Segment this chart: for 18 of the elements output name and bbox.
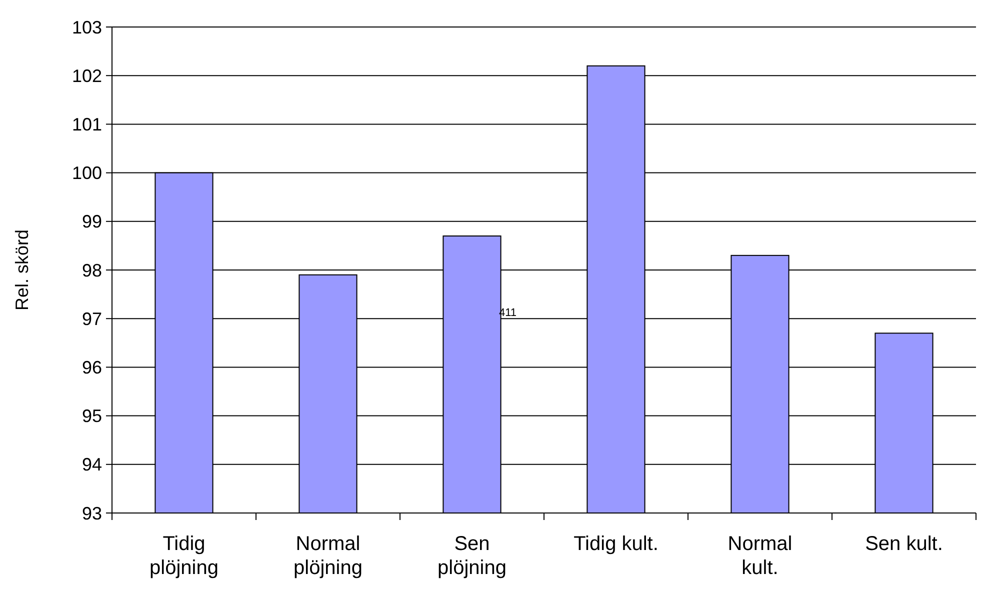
- y-tick-label: 99: [82, 212, 102, 232]
- x-tick-label: Sen kult.: [865, 533, 943, 555]
- x-tick-label: Normal kult.: [728, 533, 792, 579]
- y-tick-label: 93: [82, 503, 102, 524]
- x-tick-label: Tidig kult.: [574, 533, 658, 555]
- y-tick-label: 96: [82, 358, 102, 378]
- y-tick-label: 95: [82, 406, 102, 426]
- y-tick-label: 102: [72, 66, 102, 86]
- y-tick-label: 97: [82, 308, 102, 329]
- x-tick-label: Normal plöjning: [294, 533, 362, 579]
- x-tick-label: Tidig plöjning: [150, 533, 218, 579]
- y-tick-label: 94: [82, 454, 102, 475]
- x-tick-label: Sen plöjning: [438, 533, 506, 579]
- y-axis-title: Rel. skörd: [12, 229, 32, 311]
- y-tick-label: 103: [72, 17, 102, 38]
- y-tick-label: 101: [72, 114, 102, 134]
- y-tick-label: 100: [72, 163, 102, 184]
- y-tick-label: 98: [82, 260, 102, 280]
